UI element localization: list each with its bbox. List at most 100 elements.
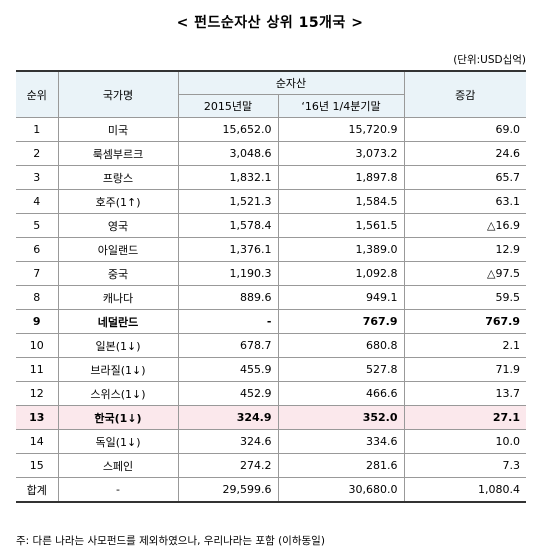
rank-cell: 3 bbox=[16, 165, 59, 190]
value-2016q1-cell: 3,073.2 bbox=[277, 141, 405, 166]
table-row: 10 일본(1↓) 678.7 680.8 2.1 bbox=[16, 333, 526, 358]
change-cell: 71.9 bbox=[403, 357, 526, 382]
table-row: 13 한국(1↓) 324.9 352.0 27.1 bbox=[16, 405, 526, 430]
change-cell: 7.3 bbox=[403, 453, 526, 478]
rank-cell: 6 bbox=[16, 237, 59, 262]
rank-cell: 4 bbox=[16, 189, 59, 214]
country-cell: 호주(1↑) bbox=[57, 189, 179, 214]
country-cell: 브라질(1↓) bbox=[57, 357, 179, 382]
country-cell: 프랑스 bbox=[57, 165, 179, 190]
country-cell: 아일랜드 bbox=[57, 237, 179, 262]
country-cell: 스위스(1↓) bbox=[57, 381, 179, 406]
unit-label: (단위:USD십억) bbox=[453, 54, 526, 66]
country-cell: 캐나다 bbox=[57, 285, 179, 310]
table-row: 1 미국 15,652.0 15,720.9 69.0 bbox=[16, 117, 526, 142]
total-2016q1-cell: 30,680.0 bbox=[277, 477, 405, 503]
total-country-cell: - bbox=[57, 477, 179, 503]
change-cell: 13.7 bbox=[403, 381, 526, 406]
value-2015-cell: 452.9 bbox=[177, 381, 279, 406]
value-2015-cell: 1,832.1 bbox=[177, 165, 279, 190]
rank-cell: 8 bbox=[16, 285, 59, 310]
value-2016q1-cell: 680.8 bbox=[277, 333, 405, 358]
total-change-cell: 1,080.4 bbox=[403, 477, 526, 503]
rank-cell: 2 bbox=[16, 141, 59, 166]
page-title: < 펀드순자산 상위 15개국 > bbox=[176, 15, 364, 31]
table-row: 14 독일(1↓) 324.6 334.6 10.0 bbox=[16, 429, 526, 454]
header-2015: 2015년말 bbox=[178, 94, 279, 118]
rank-cell: 10 bbox=[16, 333, 59, 358]
change-cell: 767.9 bbox=[403, 309, 526, 334]
value-2016q1-cell: 1,897.8 bbox=[277, 165, 405, 190]
total-row: 합계 -29,599.6 30,680.0 1,080.4 bbox=[16, 477, 526, 503]
value-2016q1-cell: 281.6 bbox=[277, 453, 405, 478]
rank-cell: 12 bbox=[16, 381, 59, 406]
table-row: 4 호주(1↑) 1,521.3 1,584.5 63.1 bbox=[16, 189, 526, 214]
value-2015-cell: 1,578.4 bbox=[177, 213, 279, 238]
value-2016q1-cell: 1,584.5 bbox=[277, 189, 405, 214]
value-2016q1-cell: 466.6 bbox=[277, 381, 405, 406]
value-2016q1-cell: 1,561.5 bbox=[277, 213, 405, 238]
change-cell: 59.5 bbox=[403, 285, 526, 310]
value-2015-cell: 324.6 bbox=[177, 429, 279, 454]
fund-assets-table: 순위 국가명 순자산 증감 2015년말 ‘16년 1/4분기말 1 미국 15,6… bbox=[16, 70, 526, 503]
change-cell: 65.7 bbox=[403, 165, 526, 190]
rank-cell: 14 bbox=[16, 429, 59, 454]
rank-cell: 7 bbox=[16, 261, 59, 286]
table-row: 9 네덜란드 -767.9 767.9 bbox=[16, 309, 526, 334]
change-cell: 2.1 bbox=[403, 333, 526, 358]
rank-cell: 13 bbox=[16, 405, 59, 430]
rank-cell: 9 bbox=[16, 309, 59, 334]
change-cell: 12.9 bbox=[403, 237, 526, 262]
value-2016q1-cell: 1,389.0 bbox=[277, 237, 405, 262]
table-row: 15 스페인 274.2 281.6 7.3 bbox=[16, 453, 526, 478]
country-cell: 독일(1↓) bbox=[57, 429, 179, 454]
table-row: 8 캐나다 889.6 949.1 59.5 bbox=[16, 285, 526, 310]
value-2015-cell: 324.9 bbox=[177, 405, 279, 430]
header-2016q1: ‘16년 1/4분기말 bbox=[277, 94, 404, 118]
value-2015-cell: 678.7 bbox=[177, 333, 279, 358]
value-2016q1-cell: 767.9 bbox=[277, 309, 405, 334]
header-change: 증감 bbox=[403, 70, 526, 118]
header-rank: 순위 bbox=[16, 70, 59, 118]
value-2015-cell: 1,521.3 bbox=[177, 189, 279, 214]
total-2015-cell: 29,599.6 bbox=[177, 477, 279, 503]
value-2015-cell: 889.6 bbox=[177, 285, 279, 310]
footnote: 주: 다른 나라는 사모펀드를 제외하였으나, 우리나라는 포함 (이하동일) bbox=[16, 535, 325, 547]
value-2016q1-cell: 527.8 bbox=[277, 357, 405, 382]
table-row: 6 아일랜드 1,376.1 1,389.0 12.9 bbox=[16, 237, 526, 262]
country-cell: 일본(1↓) bbox=[57, 333, 179, 358]
country-cell: 네덜란드 bbox=[57, 309, 179, 334]
change-cell: △97.5 bbox=[403, 261, 526, 286]
rank-cell: 11 bbox=[16, 357, 59, 382]
country-cell: 룩셈부르크 bbox=[57, 141, 179, 166]
change-cell: 69.0 bbox=[403, 117, 526, 142]
value-2016q1-cell: 334.6 bbox=[277, 429, 405, 454]
table-row: 7 중국 1,190.3 1,092.8 △97.5 bbox=[16, 261, 526, 286]
country-cell: 영국 bbox=[57, 213, 179, 238]
table-row: 12 스위스(1↓) 452.9 466.6 13.7 bbox=[16, 381, 526, 406]
total-label: 합계 bbox=[16, 477, 59, 503]
value-2015-cell: 1,376.1 bbox=[177, 237, 279, 262]
rank-cell: 5 bbox=[16, 213, 59, 238]
table-row: 3 프랑스 1,832.1 1,897.8 65.7 bbox=[16, 165, 526, 190]
table-row: 2 룩셈부르크 3,048.6 3,073.2 24.6 bbox=[16, 141, 526, 166]
value-2015-cell: - bbox=[177, 309, 279, 334]
country-cell: 한국(1↓) bbox=[57, 405, 179, 430]
value-2015-cell: 15,652.0 bbox=[177, 117, 279, 142]
value-2015-cell: 455.9 bbox=[177, 357, 279, 382]
change-cell: △16.9 bbox=[403, 213, 526, 238]
value-2016q1-cell: 949.1 bbox=[277, 285, 405, 310]
table-row: 11 브라질(1↓) 455.9 527.8 71.9 bbox=[16, 357, 526, 382]
rank-cell: 15 bbox=[16, 453, 59, 478]
country-cell: 미국 bbox=[57, 117, 179, 142]
table-row: 5 영국 1,578.4 1,561.5 △16.9 bbox=[16, 213, 526, 238]
header-country: 국가명 bbox=[57, 70, 179, 118]
change-cell: 63.1 bbox=[403, 189, 526, 214]
table-body: 1 미국 15,652.0 15,720.9 69.0 2 룩셈부르크 3,048.6 3,07… bbox=[16, 117, 526, 503]
header-net-assets: 순자산 bbox=[177, 70, 405, 95]
value-2015-cell: 274.2 bbox=[177, 453, 279, 478]
country-cell: 스페인 bbox=[57, 453, 179, 478]
value-2016q1-cell: 15,720.9 bbox=[277, 117, 405, 142]
change-cell: 24.6 bbox=[403, 141, 526, 166]
value-2016q1-cell: 1,092.8 bbox=[277, 261, 405, 286]
